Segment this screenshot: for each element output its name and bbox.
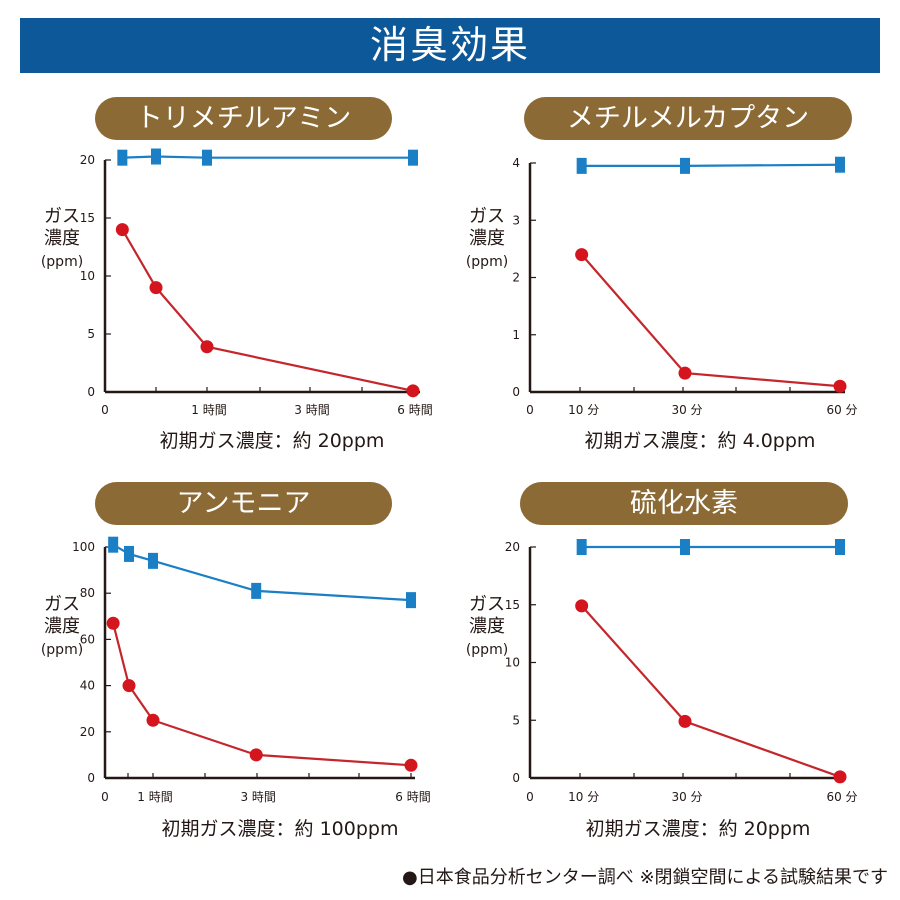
y-tick-label: 0 bbox=[512, 385, 520, 399]
blue-square-marker bbox=[124, 545, 134, 562]
chart-caption: 初期ガス濃度：約 100ppm bbox=[161, 818, 399, 840]
x-tick-label: 1 時間 bbox=[191, 403, 226, 417]
y-axis-label: ガス bbox=[469, 206, 505, 227]
red-circle-marker bbox=[678, 714, 692, 728]
title-banner: 消臭効果 bbox=[20, 18, 880, 73]
x-tick-label: 60 分 bbox=[826, 790, 857, 804]
y-tick-label: 4 bbox=[512, 156, 520, 170]
red-circle-marker bbox=[575, 248, 589, 262]
footer-note: ●日本食品分析センター調べ ※閉鎖空間による試験結果です bbox=[402, 867, 888, 888]
y-tick-label: 10 bbox=[505, 656, 520, 670]
x-tick-label: 30 分 bbox=[671, 790, 702, 804]
y-axis-label: ガス bbox=[44, 206, 80, 227]
series-line-blue bbox=[122, 155, 413, 159]
red-circle-marker bbox=[833, 379, 847, 393]
y-tick-label: 20 bbox=[505, 540, 520, 554]
blue-square-marker bbox=[406, 592, 416, 609]
y-tick-label: 20 bbox=[80, 153, 95, 167]
x-tick-label: 3 時間 bbox=[294, 403, 329, 417]
x-tick-label: 10 分 bbox=[568, 790, 599, 804]
blue-square-marker bbox=[148, 552, 158, 569]
y-tick-label: 15 bbox=[80, 211, 95, 225]
x-tick-label: 3 時間 bbox=[240, 790, 275, 804]
series-line-red bbox=[580, 605, 841, 778]
y-tick-label: 20 bbox=[80, 725, 95, 739]
blue-square-marker bbox=[835, 156, 845, 173]
x-tick-label: 60 分 bbox=[826, 403, 857, 417]
x-tick-label: 10 分 bbox=[568, 403, 599, 417]
y-axis-label: 濃度 bbox=[44, 228, 80, 249]
series-line-blue bbox=[581, 163, 841, 167]
y-tick-label: 0 bbox=[87, 771, 95, 785]
y-tick-label: 60 bbox=[80, 632, 95, 646]
x-tick-label: 0 bbox=[526, 403, 534, 417]
x-tick-label: 30 分 bbox=[671, 403, 702, 417]
chart-title-methyl-mercaptan: メチルメルカプタン bbox=[524, 97, 852, 140]
y-axis-label: 濃度 bbox=[44, 616, 80, 637]
blue-square-marker bbox=[202, 149, 212, 166]
y-axis-label: ガス bbox=[44, 594, 80, 615]
chart-caption: 初期ガス濃度：約 4.0ppm bbox=[584, 430, 816, 452]
y-axis-label: 濃度 bbox=[469, 228, 505, 249]
chart-caption: 初期ガス濃度：約 20ppm bbox=[585, 818, 811, 840]
red-circle-marker bbox=[106, 616, 120, 630]
x-tick-label: 6 時間 bbox=[395, 790, 430, 804]
y-tick-label: 3 bbox=[512, 213, 520, 227]
chart-title-trimethylamine: トリメチルアミン bbox=[95, 97, 392, 140]
y-axis-label: (ppm) bbox=[466, 642, 508, 658]
y-tick-label: 80 bbox=[80, 586, 95, 600]
y-tick-label: 15 bbox=[505, 598, 520, 612]
red-circle-marker bbox=[249, 748, 263, 762]
x-tick-label: 0 bbox=[101, 790, 109, 804]
y-tick-label: 5 bbox=[512, 713, 520, 727]
blue-square-marker bbox=[408, 149, 418, 166]
blue-square-marker bbox=[151, 148, 161, 165]
blue-square-marker bbox=[117, 149, 128, 166]
blue-square-marker bbox=[680, 539, 690, 555]
chart-caption: 初期ガス濃度：約 20ppm bbox=[159, 430, 385, 452]
blue-square-marker bbox=[251, 582, 262, 599]
y-tick-label: 40 bbox=[80, 679, 95, 693]
y-tick-label: 0 bbox=[87, 385, 95, 399]
red-circle-marker bbox=[149, 281, 163, 295]
y-axis-label: ガス bbox=[469, 594, 505, 615]
blue-square-marker bbox=[576, 539, 587, 555]
chart-title-ammonia: アンモニア bbox=[95, 482, 392, 525]
blue-square-marker bbox=[680, 157, 690, 174]
red-circle-marker bbox=[575, 599, 589, 613]
y-tick-label: 10 bbox=[80, 269, 95, 283]
x-tick-label: 0 bbox=[526, 790, 534, 804]
red-circle-marker bbox=[115, 223, 129, 237]
series-line-red bbox=[580, 253, 841, 388]
red-circle-marker bbox=[146, 713, 160, 727]
y-tick-label: 2 bbox=[512, 271, 520, 285]
blue-square-marker bbox=[108, 536, 119, 553]
blue-square-marker bbox=[835, 539, 845, 555]
y-tick-label: 0 bbox=[512, 771, 520, 785]
red-circle-marker bbox=[406, 384, 420, 398]
series-line-red bbox=[112, 622, 412, 767]
red-circle-marker bbox=[404, 758, 418, 772]
x-tick-label: 0 bbox=[101, 403, 109, 417]
series-line-red bbox=[121, 229, 414, 392]
y-axis-label: 濃度 bbox=[469, 616, 505, 637]
y-axis-label: (ppm) bbox=[466, 254, 508, 270]
y-axis-label: (ppm) bbox=[41, 254, 83, 270]
blue-square-marker bbox=[576, 157, 587, 174]
x-tick-label: 1 時間 bbox=[137, 790, 172, 804]
y-tick-label: 5 bbox=[87, 327, 95, 341]
x-tick-label: 6 時間 bbox=[397, 403, 432, 417]
red-circle-marker bbox=[122, 679, 136, 693]
red-circle-marker bbox=[200, 340, 214, 354]
y-axis-label: (ppm) bbox=[41, 642, 83, 658]
red-circle-marker bbox=[678, 366, 692, 380]
red-circle-marker bbox=[833, 770, 847, 784]
y-tick-label: 1 bbox=[512, 328, 520, 342]
chart-title-hydrogen-sulfide: 硫化水素 bbox=[520, 482, 848, 525]
y-tick-label: 100 bbox=[72, 540, 95, 554]
